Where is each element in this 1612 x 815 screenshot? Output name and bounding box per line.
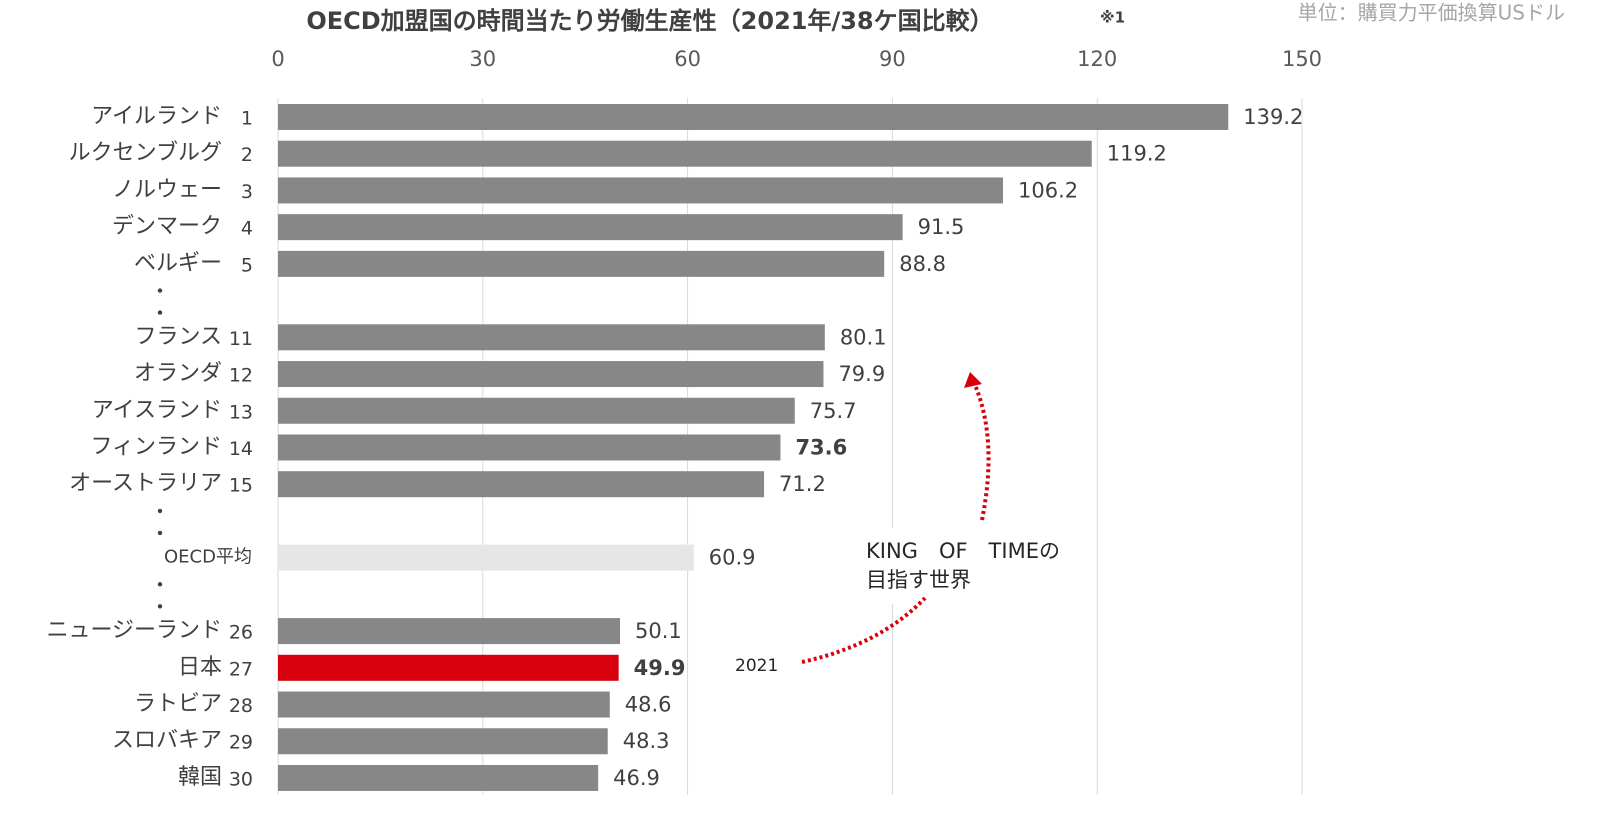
rank-label: 15 xyxy=(229,475,253,497)
value-label: 73.6 xyxy=(795,435,847,459)
bars xyxy=(278,104,1229,791)
rank-label: 29 xyxy=(229,732,253,754)
rank-label: 11 xyxy=(229,328,253,350)
bar xyxy=(278,544,694,571)
year-label: 2021 xyxy=(735,656,778,676)
x-tick-label: 0 xyxy=(271,47,284,71)
category-label: ニュージーランド xyxy=(46,618,222,643)
x-tick-label: 60 xyxy=(674,47,701,71)
category-label: フランス xyxy=(134,324,222,349)
category-label: スロバキア xyxy=(112,728,222,753)
rank-label: 1 xyxy=(241,108,253,130)
bar xyxy=(278,691,610,718)
unit-label: 単位：購買力平価換算USドル xyxy=(1298,1,1565,25)
rank-label: 26 xyxy=(229,622,253,644)
value-label: 71.2 xyxy=(779,472,826,496)
category-label: OECD平均 xyxy=(164,547,252,568)
bar xyxy=(278,434,781,461)
bar xyxy=(278,177,1003,204)
arrow-path xyxy=(973,384,991,521)
x-tick-label: 120 xyxy=(1077,47,1117,71)
bar xyxy=(278,618,621,645)
ellipsis-dot xyxy=(157,288,163,293)
annotation-box xyxy=(850,528,1090,604)
value-label: 79.9 xyxy=(838,362,885,386)
ellipsis-dot xyxy=(157,604,163,609)
rank-label: 30 xyxy=(229,768,253,790)
value-label: 49.9 xyxy=(634,656,686,680)
chart-title: OECD加盟国の時間当たり労働生産性（2021年/38ケ国比較） xyxy=(306,7,993,35)
value-label: 106.2 xyxy=(1018,178,1078,202)
arrow-head xyxy=(964,372,982,388)
category-label: デンマーク xyxy=(112,214,222,239)
category-label: アイルランド xyxy=(91,104,222,129)
bar xyxy=(278,324,825,351)
rank-label: 5 xyxy=(241,254,253,276)
category-label: 日本 xyxy=(178,655,222,680)
category-label: ベルギー xyxy=(134,251,222,276)
value-label: 60.9 xyxy=(709,546,756,570)
bar xyxy=(278,764,599,791)
x-tick-label: 90 xyxy=(879,47,906,71)
value-label: 48.3 xyxy=(623,729,670,753)
ellipsis-dot xyxy=(157,530,163,536)
value-label: 75.7 xyxy=(810,399,857,423)
rank-label: 14 xyxy=(229,438,253,460)
category-label: ノルウェー xyxy=(112,177,222,202)
category-label: ラトビア xyxy=(134,692,222,717)
rank-label: 27 xyxy=(229,658,253,680)
category-label: オーストラリア xyxy=(69,471,222,496)
bar xyxy=(278,471,765,498)
value-label: 46.9 xyxy=(613,766,660,790)
bar xyxy=(278,654,619,681)
rank-label: 2 xyxy=(241,144,253,166)
bar xyxy=(278,361,824,388)
category-label: フィンランド xyxy=(90,434,222,459)
ellipsis-dot xyxy=(157,582,163,587)
x-tick-label: 30 xyxy=(469,47,496,71)
value-label: 88.8 xyxy=(899,252,946,276)
category-label: アイスランド xyxy=(92,398,222,423)
value-label: 91.5 xyxy=(918,215,965,239)
rank-label: 3 xyxy=(241,181,253,203)
value-label: 139.2 xyxy=(1243,105,1303,129)
value-label: 80.1 xyxy=(840,325,887,349)
annotation: 目指す世界 xyxy=(866,568,971,592)
value-label: 50.1 xyxy=(635,619,682,643)
value-label: 119.2 xyxy=(1107,142,1167,166)
ellipsis-dot xyxy=(157,508,163,514)
value-label: 48.6 xyxy=(625,693,672,717)
ellipsis-dot xyxy=(157,310,163,315)
rank-label: 28 xyxy=(229,695,253,717)
title-note: ※1 xyxy=(1100,9,1125,27)
arrow-path xyxy=(801,596,927,664)
rank-label: 13 xyxy=(229,401,253,423)
annotation: KING OF TIMEの xyxy=(866,539,1060,563)
bar xyxy=(278,140,1092,167)
bar xyxy=(278,214,903,241)
rank-label: 4 xyxy=(241,218,253,240)
bar xyxy=(278,397,795,424)
bar xyxy=(278,250,885,277)
x-tick-label: 150 xyxy=(1282,47,1322,71)
bar xyxy=(278,728,608,755)
rank-label: 12 xyxy=(229,365,253,387)
category-label: ルクセンブルグ xyxy=(69,141,222,166)
category-label: 韓国 xyxy=(178,765,222,790)
category-label: オランダ xyxy=(134,361,222,386)
bar xyxy=(278,104,1229,130)
